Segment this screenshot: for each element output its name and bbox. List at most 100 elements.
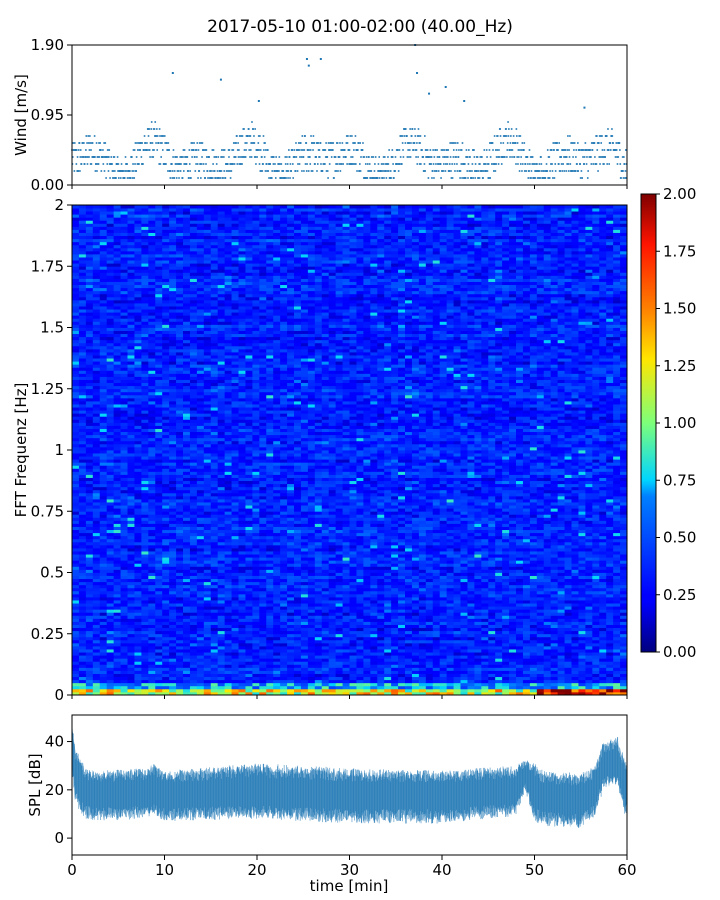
wind-point xyxy=(450,170,452,172)
wind-point xyxy=(202,149,205,151)
spectrogram-cell xyxy=(120,603,128,607)
wind-point xyxy=(292,163,294,165)
wind-point xyxy=(238,149,240,151)
spectrogram-cell xyxy=(585,652,593,656)
spectrogram-cell xyxy=(550,563,559,567)
spectrogram-cell xyxy=(189,603,198,607)
spectrogram-cell xyxy=(460,658,468,662)
spectrogram-cell xyxy=(134,676,142,681)
spectrogram-cell xyxy=(481,676,489,681)
spectrogram-cell xyxy=(460,584,468,589)
spectrogram-cell xyxy=(176,676,184,681)
spectrogram-cell xyxy=(307,682,316,687)
wind-point xyxy=(399,163,401,165)
wind-point xyxy=(376,177,379,179)
spectrogram-cell xyxy=(543,627,552,632)
spectrogram-cell xyxy=(141,673,149,678)
spectrogram-cell xyxy=(328,581,337,586)
spectrogram-cell xyxy=(162,597,170,601)
wind-point xyxy=(254,128,256,130)
wind-point xyxy=(249,135,252,137)
spectrogram-cell xyxy=(224,664,232,668)
spectrogram-cell xyxy=(529,603,538,607)
spectrogram-cell xyxy=(495,603,503,607)
spectrogram-cell xyxy=(550,569,559,573)
wind-point xyxy=(73,170,76,172)
spectrogram-cell xyxy=(92,624,101,629)
spectrogram-cell xyxy=(509,633,517,638)
spectrogram-cell xyxy=(613,603,621,607)
spectrogram-cell xyxy=(349,649,357,653)
spectrogram-cell xyxy=(613,590,621,595)
spectrogram-cell xyxy=(432,646,441,650)
spectrogram-cell xyxy=(599,667,607,671)
spectrogram-cell xyxy=(217,652,226,656)
spectrogram-cell xyxy=(377,618,385,622)
spectrogram-cell xyxy=(266,673,274,678)
wind-point xyxy=(264,170,267,172)
spectrogram-cell xyxy=(405,685,413,690)
wind-point xyxy=(407,149,409,151)
spectrogram-cell xyxy=(405,563,413,567)
spectrogram-cell xyxy=(411,658,420,662)
spectrogram-cell xyxy=(148,639,156,644)
spectrogram-cell xyxy=(474,642,482,647)
wind-point xyxy=(474,163,477,165)
spectrogram-cell xyxy=(460,603,468,607)
spectrogram-cell xyxy=(606,587,614,592)
spectrogram-cell xyxy=(536,676,545,681)
spectrogram-cell xyxy=(370,581,378,586)
spectrogram-cell xyxy=(620,667,628,671)
spectrogram-cell xyxy=(92,563,101,567)
wind-point xyxy=(550,149,553,151)
spectrogram-cell xyxy=(307,563,316,567)
spectrogram-cell xyxy=(148,581,156,586)
wind-point xyxy=(190,149,193,151)
spectrogram-cell xyxy=(231,597,239,601)
spectrogram-cell xyxy=(210,685,219,690)
spectrogram-cell xyxy=(252,557,260,561)
spectrogram-cell xyxy=(245,627,253,632)
spectrogram-cell xyxy=(411,655,420,659)
spectrogram-cell xyxy=(467,664,475,668)
wind-point xyxy=(271,177,273,179)
spectrogram-cell xyxy=(162,618,170,622)
wind-point xyxy=(448,163,451,165)
spectrogram-cell xyxy=(134,563,142,567)
spectrogram-cell xyxy=(453,587,461,592)
spectrogram-cell xyxy=(425,639,434,644)
spectrogram-cell xyxy=(224,563,232,567)
spectrogram-cell xyxy=(120,636,128,641)
spectrogram-cell xyxy=(259,590,267,595)
spectrogram-cell xyxy=(606,639,614,644)
spectrogram-cell xyxy=(550,575,559,580)
spectrogram-cell xyxy=(252,655,260,659)
spectrogram-cell xyxy=(349,652,357,656)
spectrogram-cell xyxy=(620,688,628,693)
spectrogram-cell xyxy=(162,646,170,650)
spectrogram-cell xyxy=(391,603,399,607)
spectrogram-cell xyxy=(217,636,226,641)
spectrogram-cell xyxy=(467,682,475,687)
spectrogram-cell xyxy=(238,688,246,693)
spectrogram-cell xyxy=(384,581,392,586)
spectrogram-cell xyxy=(488,606,496,610)
wind-point xyxy=(577,170,580,172)
spectrogram-cell xyxy=(453,661,461,665)
spectrogram-cell xyxy=(481,670,489,674)
spectrogram-cell xyxy=(481,575,489,580)
spectrogram-cell xyxy=(592,624,600,629)
spectrogram-cell xyxy=(321,584,330,589)
spectrogram-cell xyxy=(231,649,239,653)
wind-point xyxy=(236,163,239,165)
spectrogram-cell xyxy=(72,600,80,604)
spectrogram-cell xyxy=(210,682,219,687)
spectrogram-cell xyxy=(599,664,607,668)
spectrogram-cell xyxy=(509,600,517,604)
spectrogram-cell xyxy=(411,578,420,583)
spectrogram-cell xyxy=(516,630,524,635)
spectrogram-cell xyxy=(592,627,600,632)
spectrogram-cell xyxy=(377,566,385,570)
wind-point xyxy=(173,177,176,179)
wind-point xyxy=(422,156,425,158)
